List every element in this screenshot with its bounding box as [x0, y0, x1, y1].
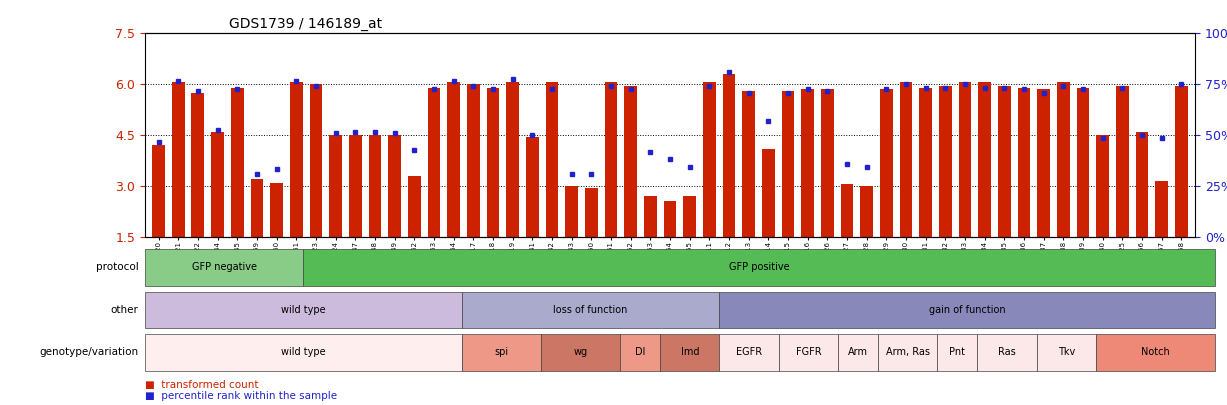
Text: wild type: wild type	[281, 305, 325, 315]
Text: Notch: Notch	[1141, 347, 1169, 357]
Bar	[742, 91, 755, 237]
Bar	[998, 86, 1011, 237]
Bar	[880, 89, 893, 237]
Bar	[152, 145, 164, 237]
Bar	[625, 86, 637, 237]
Text: GFP positive: GFP positive	[729, 262, 789, 272]
Bar	[1096, 135, 1109, 237]
Bar	[919, 87, 933, 237]
Bar	[526, 137, 539, 237]
Bar	[546, 83, 558, 237]
Bar	[250, 179, 264, 237]
Bar	[782, 91, 794, 237]
Bar	[466, 84, 480, 237]
Bar	[1017, 87, 1031, 237]
Text: ■  transformed count: ■ transformed count	[145, 380, 259, 390]
Bar	[762, 149, 774, 237]
Text: FGFR: FGFR	[796, 347, 821, 357]
Text: Ras: Ras	[998, 347, 1016, 357]
Bar	[605, 83, 617, 237]
Bar	[644, 196, 656, 237]
Bar	[447, 83, 460, 237]
Bar	[1056, 83, 1070, 237]
Text: Arm, Ras: Arm, Ras	[886, 347, 930, 357]
Bar	[388, 135, 401, 237]
Bar	[566, 186, 578, 237]
Bar	[1156, 181, 1168, 237]
Text: GFP negative: GFP negative	[191, 262, 256, 272]
Text: loss of function: loss of function	[553, 305, 628, 315]
Bar	[899, 83, 913, 237]
Text: Arm: Arm	[848, 347, 869, 357]
Bar	[703, 83, 715, 237]
Text: Dl: Dl	[636, 347, 645, 357]
Text: genotype/variation: genotype/variation	[39, 347, 139, 357]
Text: wg: wg	[574, 347, 588, 357]
Bar	[231, 87, 244, 237]
Text: protocol: protocol	[96, 262, 139, 272]
Bar	[1175, 86, 1188, 237]
Bar	[978, 83, 991, 237]
Bar	[958, 83, 972, 237]
Bar	[1115, 86, 1129, 237]
Bar	[664, 201, 676, 237]
Bar	[801, 89, 814, 237]
Text: GDS1739 / 146189_at: GDS1739 / 146189_at	[228, 17, 382, 31]
Bar	[348, 135, 362, 237]
Bar	[840, 184, 853, 237]
Bar	[309, 84, 323, 237]
Bar	[1037, 89, 1050, 237]
Bar	[368, 135, 382, 237]
Text: spi: spi	[494, 347, 508, 357]
Text: Pnt: Pnt	[950, 347, 966, 357]
Text: other: other	[110, 305, 139, 315]
Bar	[172, 83, 184, 237]
Text: EGFR: EGFR	[736, 347, 762, 357]
Bar	[507, 83, 519, 237]
Bar	[290, 83, 303, 237]
Bar	[407, 176, 421, 237]
Bar	[723, 74, 735, 237]
Text: gain of function: gain of function	[929, 305, 1005, 315]
Text: Imd: Imd	[681, 347, 699, 357]
Bar	[427, 87, 440, 237]
Bar	[211, 132, 225, 237]
Bar	[191, 93, 204, 237]
Bar	[821, 89, 833, 237]
Bar	[585, 188, 598, 237]
Text: wild type: wild type	[281, 347, 325, 357]
Bar	[1136, 132, 1148, 237]
Bar	[270, 183, 283, 237]
Text: ■  percentile rank within the sample: ■ percentile rank within the sample	[145, 391, 337, 401]
Bar	[683, 196, 696, 237]
Bar	[939, 86, 952, 237]
Bar	[329, 135, 342, 237]
Bar	[1076, 87, 1090, 237]
Bar	[487, 87, 499, 237]
Text: Tkv: Tkv	[1058, 347, 1075, 357]
Bar	[860, 186, 874, 237]
